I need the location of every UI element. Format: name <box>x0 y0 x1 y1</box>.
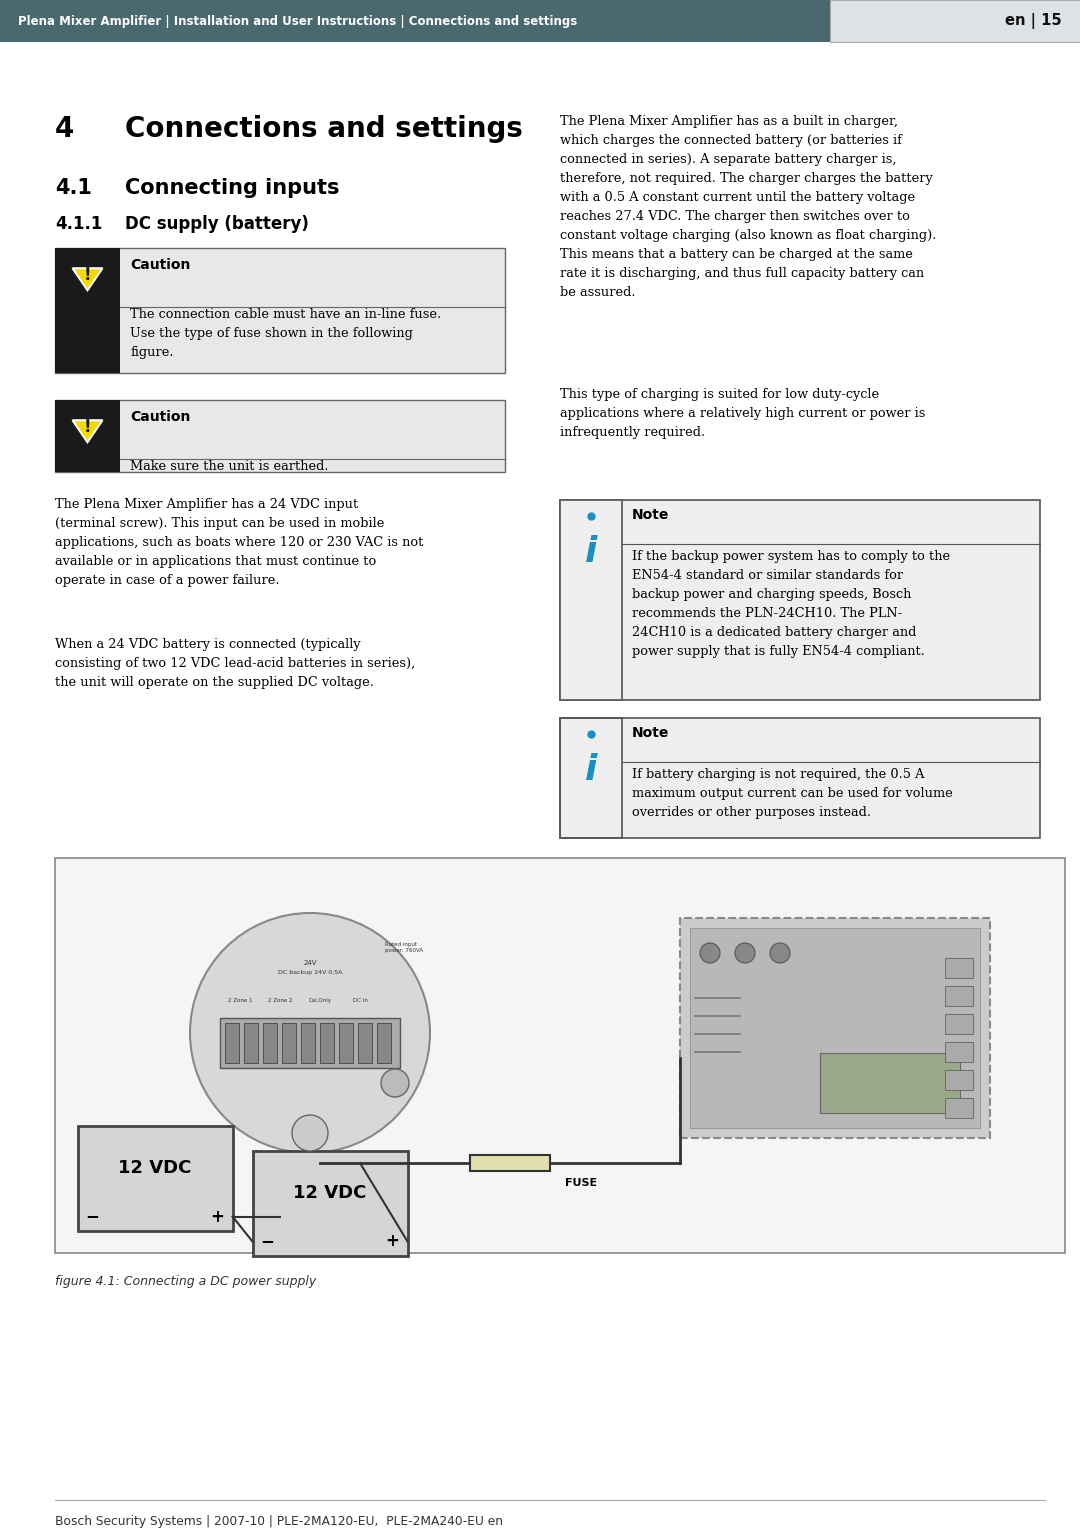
Text: Note: Note <box>632 726 670 740</box>
Bar <box>945 1099 973 1118</box>
Text: FUSE: FUSE <box>565 1178 597 1187</box>
Bar <box>55 400 120 472</box>
Text: Plena Mixer Amplifier | Installation and User Instructions | Connections and set: Plena Mixer Amplifier | Installation and… <box>18 14 577 28</box>
Text: 2 Zone 2: 2 Zone 2 <box>268 998 293 1002</box>
Text: Caution: Caution <box>130 410 190 423</box>
Text: Note: Note <box>632 507 670 523</box>
Bar <box>561 718 622 837</box>
Bar <box>561 500 622 700</box>
Bar <box>945 958 973 978</box>
Text: Connections and settings: Connections and settings <box>125 115 523 144</box>
Text: The Plena Mixer Amplifier has as a built in charger,
which charges the connected: The Plena Mixer Amplifier has as a built… <box>561 115 936 299</box>
Bar <box>55 400 505 472</box>
Text: Cal.Only: Cal.Only <box>309 998 332 1002</box>
Text: i: i <box>584 753 597 787</box>
Text: DC supply (battery): DC supply (battery) <box>125 215 309 232</box>
Circle shape <box>292 1115 328 1151</box>
Circle shape <box>770 943 789 963</box>
Bar <box>690 927 980 1128</box>
Bar <box>301 1024 315 1063</box>
Text: figure 4.1: Connecting a DC power supply: figure 4.1: Connecting a DC power supply <box>55 1274 316 1288</box>
Bar <box>220 1018 400 1068</box>
Text: 4.1: 4.1 <box>55 177 92 199</box>
Text: Bosch Security Systems | 2007-10 | PLE-2MA120-EU,  PLE-2MA240-EU en: Bosch Security Systems | 2007-10 | PLE-2… <box>55 1514 503 1528</box>
Bar <box>282 1024 296 1063</box>
Polygon shape <box>72 269 103 290</box>
Bar <box>680 918 990 1138</box>
Text: DC backup 24V 0.5A: DC backup 24V 0.5A <box>278 970 342 975</box>
Text: DC In: DC In <box>352 998 367 1002</box>
Circle shape <box>700 943 720 963</box>
Bar <box>55 248 505 373</box>
Bar <box>55 859 1065 1253</box>
Text: The Plena Mixer Amplifier has a 24 VDC input
(terminal screw). This input can be: The Plena Mixer Amplifier has a 24 VDC i… <box>55 498 423 587</box>
Bar <box>244 1024 258 1063</box>
Bar <box>357 1024 372 1063</box>
Text: Connecting inputs: Connecting inputs <box>125 177 339 199</box>
Text: en | 15: en | 15 <box>1005 14 1062 29</box>
Bar <box>820 1053 960 1112</box>
Bar <box>561 500 622 700</box>
Polygon shape <box>72 420 103 442</box>
Bar <box>561 500 1040 700</box>
Text: 24V: 24V <box>303 960 316 966</box>
Bar <box>339 1024 353 1063</box>
Circle shape <box>381 1070 409 1097</box>
Bar <box>561 718 1040 837</box>
Bar <box>945 1015 973 1034</box>
Bar <box>225 1024 239 1063</box>
Text: −: − <box>260 1233 274 1250</box>
Text: If battery charging is not required, the 0.5 A
maximum output current can be use: If battery charging is not required, the… <box>632 769 953 819</box>
Text: When a 24 VDC battery is connected (typically
consisting of two 12 VDC lead-acid: When a 24 VDC battery is connected (typi… <box>55 639 415 689</box>
Text: The connection cable must have an in-line fuse.
Use the type of fuse shown in th: The connection cable must have an in-lin… <box>130 307 441 359</box>
Text: +: + <box>211 1207 225 1225</box>
Text: 12 VDC: 12 VDC <box>294 1184 367 1203</box>
Bar <box>253 1151 407 1256</box>
Text: 12 VDC: 12 VDC <box>119 1160 191 1177</box>
Bar <box>831 0 1080 41</box>
Text: This type of charging is suited for low duty-cycle
applications where a relative: This type of charging is suited for low … <box>561 388 926 439</box>
Text: Caution: Caution <box>130 258 190 272</box>
Bar <box>264 1024 276 1063</box>
Text: 4: 4 <box>55 115 75 144</box>
Circle shape <box>190 914 430 1154</box>
Text: i: i <box>584 535 597 568</box>
Bar <box>945 1070 973 1089</box>
Text: !: ! <box>83 419 92 437</box>
Bar <box>320 1024 334 1063</box>
Bar <box>945 1042 973 1062</box>
Text: −: − <box>85 1207 99 1225</box>
Text: !: ! <box>83 266 92 284</box>
Text: Rated input
power: 760VA: Rated input power: 760VA <box>384 943 423 953</box>
Text: +: + <box>386 1233 400 1250</box>
Bar <box>377 1024 391 1063</box>
Circle shape <box>735 943 755 963</box>
Bar <box>0 0 831 41</box>
Text: 2 Zone 1: 2 Zone 1 <box>228 998 253 1002</box>
Text: 4.1.1: 4.1.1 <box>55 215 103 232</box>
Text: Make sure the unit is earthed.: Make sure the unit is earthed. <box>130 460 328 472</box>
Bar <box>470 1155 550 1170</box>
Bar <box>55 248 120 373</box>
Bar <box>78 1126 232 1230</box>
Text: If the backup power system has to comply to the
EN54-4 standard or similar stand: If the backup power system has to comply… <box>632 550 950 659</box>
Bar <box>945 986 973 1005</box>
